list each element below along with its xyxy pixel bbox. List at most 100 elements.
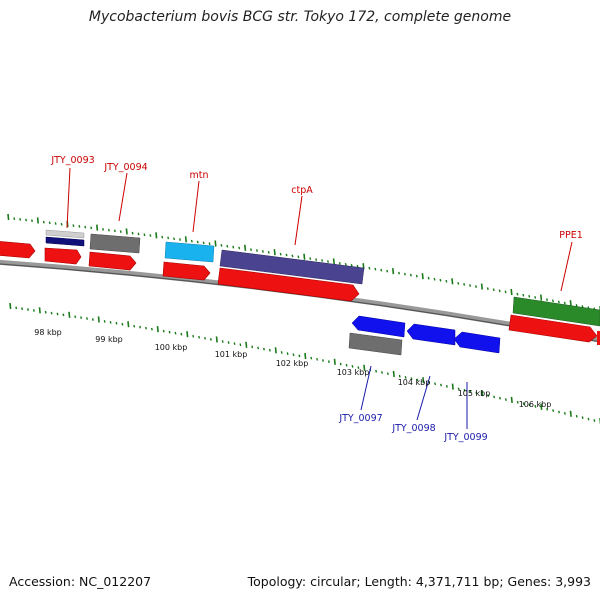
outer-minor-tick	[255, 249, 258, 252]
inner-minor-tick	[575, 414, 578, 418]
inner-minor-tick	[139, 325, 142, 329]
outer-minor-tick	[84, 225, 87, 229]
outer-major-tick	[184, 236, 187, 243]
inner-minor-tick	[133, 324, 136, 328]
outer-major-tick	[96, 224, 99, 231]
reverse-leader-lines	[360, 365, 468, 429]
outer-minor-tick	[31, 219, 33, 223]
genome-summary-text: Topology: circular; Length: 4,371,711 bp…	[247, 574, 591, 589]
feature-ppe1[interactable]	[508, 296, 600, 345]
inner-minor-tick	[322, 359, 324, 362]
inner-minor-tick	[404, 376, 407, 379]
gene-label-mtn: mtn	[190, 170, 209, 181]
outer-minor-tick	[196, 240, 199, 244]
inner-minor-tick	[434, 382, 437, 386]
feature-jty-0093[interactable]	[44, 229, 85, 265]
outer-major-tick	[125, 228, 128, 235]
inner-minor-tick	[386, 372, 389, 376]
inner-major-tick	[304, 352, 307, 360]
feature-ctpA[interactable]	[217, 249, 365, 302]
outer-minor-tick	[534, 296, 537, 299]
outer-minor-tick	[291, 254, 294, 258]
inner-major-tick	[540, 403, 543, 410]
outer-minor-tick	[350, 263, 353, 267]
feature-jty-0097[interactable]	[348, 315, 406, 356]
scale-label-99: 99 kbp	[95, 335, 123, 344]
inner-minor-tick	[351, 365, 354, 368]
inner-minor-tick	[375, 369, 378, 373]
gene-label-ppe1: PPE1	[559, 230, 583, 241]
outer-minor-tick	[297, 255, 300, 259]
outer-minor-tick	[563, 301, 566, 305]
outer-minor-tick	[48, 221, 51, 225]
inner-major-tick	[68, 311, 71, 318]
outer-minor-tick	[321, 259, 324, 262]
outer-minor-tick	[78, 225, 81, 228]
feature-mtn[interactable]	[162, 241, 215, 281]
inner-minor-tick	[103, 319, 106, 323]
inner-minor-tick	[145, 326, 147, 330]
outer-major-tick	[155, 232, 158, 239]
outer-minor-tick	[528, 294, 531, 298]
scale-label-98: 98 kbp	[34, 328, 62, 337]
outer-major-tick	[421, 273, 424, 280]
outer-minor-tick	[250, 248, 252, 252]
outer-major-tick	[451, 278, 454, 285]
outer-minor-tick	[161, 235, 164, 239]
inner-minor-tick	[180, 332, 183, 336]
outer-minor-tick	[279, 252, 282, 256]
inner-minor-tick	[115, 321, 118, 325]
inner-minor-tick	[339, 362, 342, 366]
inner-major-tick	[569, 410, 572, 417]
inner-minor-tick	[21, 307, 24, 311]
outer-minor-tick	[427, 276, 430, 280]
outer-minor-tick	[463, 283, 466, 286]
outer-tick-track	[7, 213, 600, 313]
inner-minor-tick	[504, 398, 507, 401]
inner-minor-tick	[528, 403, 531, 407]
outer-minor-tick	[179, 238, 181, 241]
outer-major-tick	[303, 253, 306, 260]
outer-major-tick	[392, 268, 395, 275]
outer-minor-tick	[202, 241, 205, 245]
outer-minor-tick	[368, 266, 371, 270]
outer-major-tick	[569, 300, 572, 307]
outer-minor-tick	[398, 271, 400, 275]
inner-minor-tick	[27, 308, 29, 311]
outer-minor-tick	[344, 262, 347, 266]
inner-major-tick	[215, 336, 218, 343]
outer-minor-tick	[338, 261, 341, 265]
inner-major-tick	[363, 364, 366, 371]
inner-minor-tick	[32, 309, 35, 312]
map-title: Mycobacterium bovis BCG str. Tokyo 172, …	[88, 9, 512, 25]
feature-jty-0098[interactable]	[406, 323, 456, 346]
scale-label-101: 101 kbp	[215, 350, 248, 359]
inner-minor-tick	[493, 395, 496, 399]
outer-minor-tick	[522, 293, 525, 297]
forward-leader-lines	[66, 167, 573, 292]
outer-minor-tick	[285, 253, 288, 257]
feature-jty-0099[interactable]	[453, 331, 501, 354]
inner-minor-tick	[469, 390, 472, 393]
outer-minor-tick	[492, 288, 495, 292]
scale-label-103: 103 kbp	[337, 368, 370, 377]
feature-gene-left-edge[interactable]	[0, 241, 36, 259]
outer-minor-tick	[113, 229, 116, 233]
outer-minor-tick	[546, 298, 548, 302]
inner-minor-tick	[15, 306, 18, 310]
outer-minor-tick	[557, 300, 560, 304]
outer-minor-tick	[232, 245, 235, 249]
inner-minor-tick	[62, 313, 65, 317]
inner-minor-tick	[552, 409, 555, 412]
inner-major-tick	[127, 321, 130, 328]
feature-jty-0094[interactable]	[88, 233, 141, 271]
inner-major-tick	[97, 316, 100, 323]
gene-label-jty-0093: JTY_0093	[50, 155, 94, 166]
outer-minor-tick	[374, 267, 377, 271]
inner-major-tick	[333, 358, 336, 365]
outer-minor-tick	[433, 277, 436, 281]
outer-minor-tick	[107, 228, 110, 232]
inner-minor-tick	[204, 336, 206, 340]
outer-minor-tick	[19, 217, 22, 221]
